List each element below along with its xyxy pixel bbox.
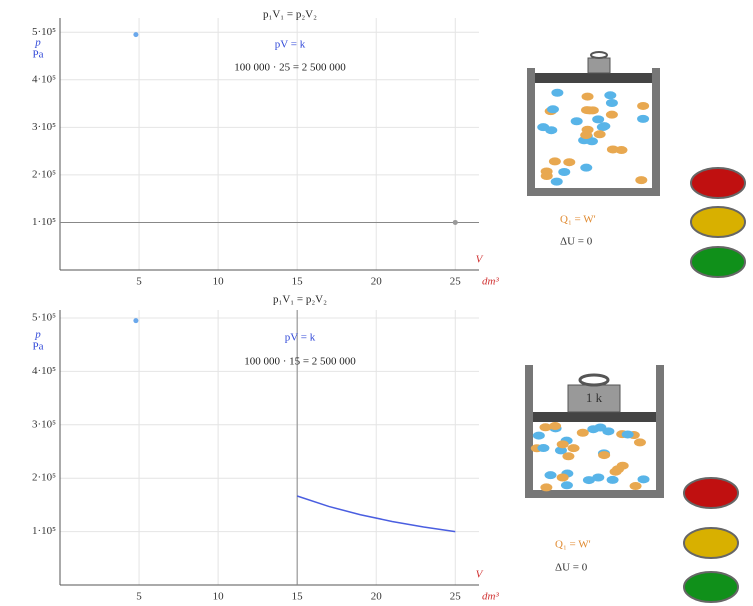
heat-label: Q₁ = W': [555, 539, 591, 551]
y-tick-label: 4·10⁵: [32, 365, 56, 377]
particle: [547, 105, 559, 113]
formula: p₁V₁ = p₂V₂: [263, 9, 317, 21]
particle: [607, 476, 619, 484]
formula: p₁V₁ = p₂V₂: [273, 294, 327, 306]
particle: [568, 444, 580, 452]
particle: [592, 474, 604, 482]
formula: 100 000 · 15 = 2 500 000: [244, 356, 356, 368]
particle: [562, 452, 574, 460]
particle: [571, 117, 583, 125]
y-tick-label: 5·10⁵: [32, 312, 56, 324]
particle: [607, 145, 619, 153]
formula: pV = k: [285, 332, 316, 344]
red-button[interactable]: [684, 478, 738, 508]
particle: [577, 429, 589, 437]
x-tick-label: 5: [136, 591, 142, 603]
x-tick-label: 15: [292, 276, 304, 288]
particle: [540, 483, 552, 491]
particle: [563, 158, 575, 166]
particle: [533, 432, 545, 440]
x-tick-label: 10: [213, 591, 225, 603]
y-tick-label: 2·10⁵: [32, 168, 56, 180]
particle: [557, 473, 569, 481]
particle: [606, 99, 618, 107]
particle: [549, 157, 561, 165]
particle: [580, 164, 592, 172]
green-button[interactable]: [691, 247, 745, 277]
y-tick-label: 1·10⁵: [32, 525, 56, 537]
particle: [630, 482, 642, 490]
x-tick-label: 20: [371, 591, 383, 603]
svg-text:1 k: 1 k: [586, 390, 603, 405]
formula: 100 000 · 25 = 2 500 000: [234, 62, 346, 74]
y-unit: Pa: [33, 49, 44, 61]
particle: [604, 91, 616, 99]
x-unit: dm³: [482, 276, 499, 288]
button-group-top: [691, 168, 745, 277]
particle: [551, 178, 563, 186]
heat-label: Q₁ = W': [560, 214, 596, 226]
particle: [592, 115, 604, 123]
x-tick-label: 25: [450, 591, 462, 603]
particle: [582, 93, 594, 101]
page: 1 k Q₁ = W' ΔU = 0 Q₁ = W' ΔU = 0 5 10 15 2…: [0, 0, 753, 606]
particle: [634, 438, 646, 446]
particle: [635, 176, 647, 184]
particle: [551, 89, 563, 97]
y-tick-label: 2·10⁵: [32, 472, 56, 484]
formula: pV = k: [275, 39, 306, 51]
particle: [549, 422, 561, 430]
x-tick-label: 25: [450, 276, 462, 288]
x-label: V: [476, 569, 484, 581]
data-point: [453, 220, 458, 225]
particle: [557, 440, 569, 448]
red-button[interactable]: [691, 168, 745, 198]
particle: [545, 471, 557, 479]
particle: [594, 130, 606, 138]
particle: [537, 444, 549, 452]
y-tick-label: 3·10⁵: [32, 418, 56, 430]
y-label: p: [34, 37, 41, 49]
particle: [602, 427, 614, 435]
particle: [541, 172, 553, 180]
screen: 1 k Q₁ = W' ΔU = 0 Q₁ = W' ΔU = 0 5 10 15 2…: [0, 0, 753, 606]
y-tick-label: 1·10⁵: [32, 216, 56, 228]
x-tick-label: 20: [371, 276, 383, 288]
particle: [606, 111, 618, 119]
particle: [598, 451, 610, 459]
yellow-button[interactable]: [691, 207, 745, 237]
particle: [622, 430, 634, 438]
particle: [637, 115, 649, 123]
particle: [584, 106, 596, 114]
green-button[interactable]: [684, 572, 738, 602]
energy-label: ΔU = 0: [555, 562, 588, 574]
particle: [537, 123, 549, 131]
yellow-button[interactable]: [684, 528, 738, 558]
y-label: p: [34, 329, 41, 341]
data-point: [133, 318, 138, 323]
x-label: V: [476, 254, 484, 266]
x-tick-label: 10: [213, 276, 225, 288]
particle: [587, 425, 599, 433]
particle: [612, 465, 624, 473]
particle: [637, 102, 649, 110]
y-tick-label: 3·10⁵: [32, 121, 56, 133]
x-unit: dm³: [482, 591, 499, 603]
particle: [561, 481, 573, 489]
particle: [598, 122, 610, 130]
y-unit: Pa: [33, 341, 44, 353]
energy-label: ΔU = 0: [560, 236, 593, 248]
y-tick-label: 4·10⁵: [32, 73, 56, 85]
x-tick-label: 5: [136, 276, 142, 288]
particle: [582, 126, 594, 134]
particle: [638, 475, 650, 483]
x-tick-label: 15: [292, 591, 304, 603]
particle: [558, 168, 570, 176]
button-group-bottom: [684, 478, 738, 602]
data-point: [133, 32, 138, 37]
